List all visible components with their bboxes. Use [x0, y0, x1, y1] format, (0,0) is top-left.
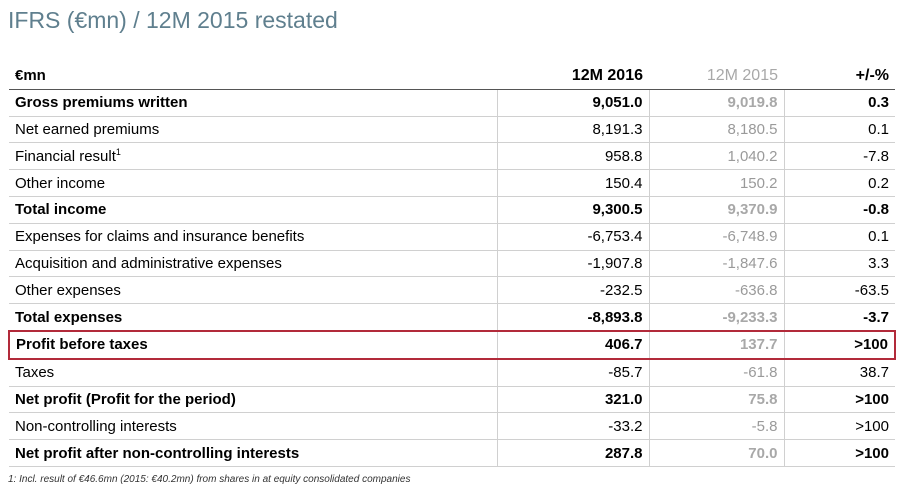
- value-12m-2016: 321.0: [496, 386, 649, 414]
- column-header-12m-2016: 12M 2016: [497, 63, 649, 90]
- row-label: Expenses for claims and insurance benefi…: [9, 223, 497, 251]
- value-12m-2015: 9,370.9: [648, 196, 784, 224]
- row-label-text: Expenses for claims and insurance benefi…: [15, 228, 305, 246]
- value-12m-2016: 9,300.5: [496, 196, 649, 224]
- row-label: Profit before taxes: [8, 329, 497, 360]
- table-row: Acquisition and administrative expenses -…: [9, 250, 895, 278]
- value-12m-2015: 8,180.5: [648, 116, 784, 144]
- row-label-text: Net profit (Profit for the period): [15, 390, 236, 408]
- value-12m-2016: -8,893.8: [496, 303, 649, 332]
- row-label-text: Total income: [15, 201, 107, 219]
- value-change-percent: -0.8: [783, 196, 895, 224]
- table-row: Total expenses -8,893.8 -9,233.3 -3.7: [9, 303, 895, 332]
- row-label-text: Other expenses: [15, 281, 121, 299]
- row-label: Net profit after non-controlling interes…: [9, 439, 497, 467]
- value-change-percent: >100: [783, 412, 895, 441]
- table-row: Net earned premiums 8,191.3 8,180.5 0.1: [9, 116, 895, 144]
- table-row: Financial result1 958.8 1,040.2 -7.8: [9, 142, 895, 171]
- table-row: Other expenses -232.5 -636.8 -63.5: [9, 276, 895, 305]
- table-body: Gross premiums written 9,051.0 9,019.8 0.3 N…: [8, 89, 896, 467]
- value-change-percent: 3.3: [783, 250, 895, 278]
- value-change-percent: 0.2: [783, 169, 895, 197]
- value-12m-2015: -61.8: [648, 358, 784, 387]
- value-12m-2015: 137.7: [648, 329, 784, 360]
- row-label-text: Profit before taxes: [16, 336, 148, 354]
- value-12m-2016: -33.2: [496, 412, 649, 441]
- value-change-percent: 0.3: [783, 89, 895, 117]
- table-header-row: €mn 12M 2016 12M 2015 +/-%: [9, 63, 895, 90]
- table-row: Total income 9,300.5 9,370.9 -0.8: [9, 196, 895, 224]
- value-12m-2016: 8,191.3: [496, 116, 649, 144]
- value-change-percent: >100: [783, 329, 896, 360]
- value-change-percent: -7.8: [783, 142, 895, 171]
- value-12m-2015: 150.2: [648, 169, 784, 197]
- column-header-change-percent: +/-%: [784, 63, 895, 90]
- row-label-text: Net earned premiums: [15, 120, 160, 138]
- table-row: Net profit after non-controlling interes…: [9, 439, 895, 467]
- row-label: Other expenses: [9, 276, 497, 305]
- value-12m-2015: 70.0: [648, 439, 784, 467]
- row-label: Other income: [9, 169, 497, 197]
- value-change-percent: 38.7: [783, 358, 895, 387]
- row-label: Gross premiums written: [9, 89, 497, 117]
- value-12m-2015: 1,040.2: [648, 142, 784, 171]
- financial-results-table: €mn 12M 2016 12M 2015 +/-% Gross premium…: [8, 63, 896, 467]
- row-label: Net profit (Profit for the period): [9, 386, 497, 414]
- column-header-label: €mn: [9, 63, 497, 90]
- row-label: Total income: [9, 196, 497, 224]
- value-12m-2015: -9,233.3: [648, 303, 784, 332]
- table-row: Non-controlling interests -33.2 -5.8 >100: [9, 412, 895, 441]
- value-12m-2016: -1,907.8: [496, 250, 649, 278]
- row-label-text: Gross premiums written: [15, 94, 188, 112]
- footnote: 1: Incl. result of €46.6mn (2015: €40.2m…: [8, 474, 411, 485]
- value-12m-2016: 150.4: [496, 169, 649, 197]
- value-12m-2016: 406.7: [496, 329, 649, 360]
- table-row-highlighted: Profit before taxes 406.7 137.7 >100: [8, 329, 896, 360]
- row-label: Acquisition and administrative expenses: [9, 250, 497, 278]
- row-label: Total expenses: [9, 303, 497, 332]
- table-row: Gross premiums written 9,051.0 9,019.8 0.3: [9, 89, 895, 117]
- row-label-text: Non-controlling interests: [15, 417, 177, 435]
- value-12m-2015: 75.8: [648, 386, 784, 414]
- row-label-text: Net profit after non-controlling interes…: [15, 444, 300, 462]
- value-12m-2015: -1,847.6: [648, 250, 784, 278]
- value-12m-2016: -85.7: [496, 358, 649, 387]
- value-12m-2016: -6,753.4: [496, 223, 649, 251]
- value-12m-2016: 9,051.0: [496, 89, 649, 117]
- value-12m-2015: 9,019.8: [648, 89, 784, 117]
- table-row: Net profit (Profit for the period) 321.0 7…: [9, 386, 895, 414]
- value-12m-2016: 958.8: [496, 142, 649, 171]
- value-change-percent: >100: [783, 386, 895, 414]
- value-change-percent: -3.7: [783, 303, 895, 332]
- value-change-percent: >100: [783, 439, 895, 467]
- page-title: IFRS (€mn) / 12M 2015 restated: [8, 7, 338, 33]
- table-row: Other income 150.4 150.2 0.2: [9, 169, 895, 197]
- row-label: Non-controlling interests: [9, 412, 497, 441]
- value-change-percent: 0.1: [783, 116, 895, 144]
- table-row: Taxes -85.7 -61.8 38.7: [9, 358, 895, 387]
- row-label-text: Financial result: [15, 147, 116, 165]
- value-12m-2016: -232.5: [496, 276, 649, 305]
- value-12m-2015: -6,748.9: [648, 223, 784, 251]
- row-label: Taxes: [9, 358, 497, 387]
- value-12m-2015: -636.8: [648, 276, 784, 305]
- row-label: Net earned premiums: [9, 116, 497, 144]
- value-12m-2015: -5.8: [648, 412, 784, 441]
- table-row: Expenses for claims and insurance benefi…: [9, 223, 895, 251]
- footnote-marker: 1: [115, 146, 121, 157]
- value-12m-2016: 287.8: [496, 439, 649, 467]
- row-label-text: Acquisition and administrative expenses: [15, 254, 282, 272]
- column-header-12m-2015: 12M 2015: [649, 63, 784, 90]
- row-label: Financial result1: [9, 142, 497, 171]
- value-change-percent: 0.1: [783, 223, 895, 251]
- row-label-text: Other income: [15, 174, 106, 192]
- row-label-text: Total expenses: [15, 308, 123, 326]
- value-change-percent: -63.5: [783, 276, 895, 305]
- row-label-text: Taxes: [15, 364, 55, 382]
